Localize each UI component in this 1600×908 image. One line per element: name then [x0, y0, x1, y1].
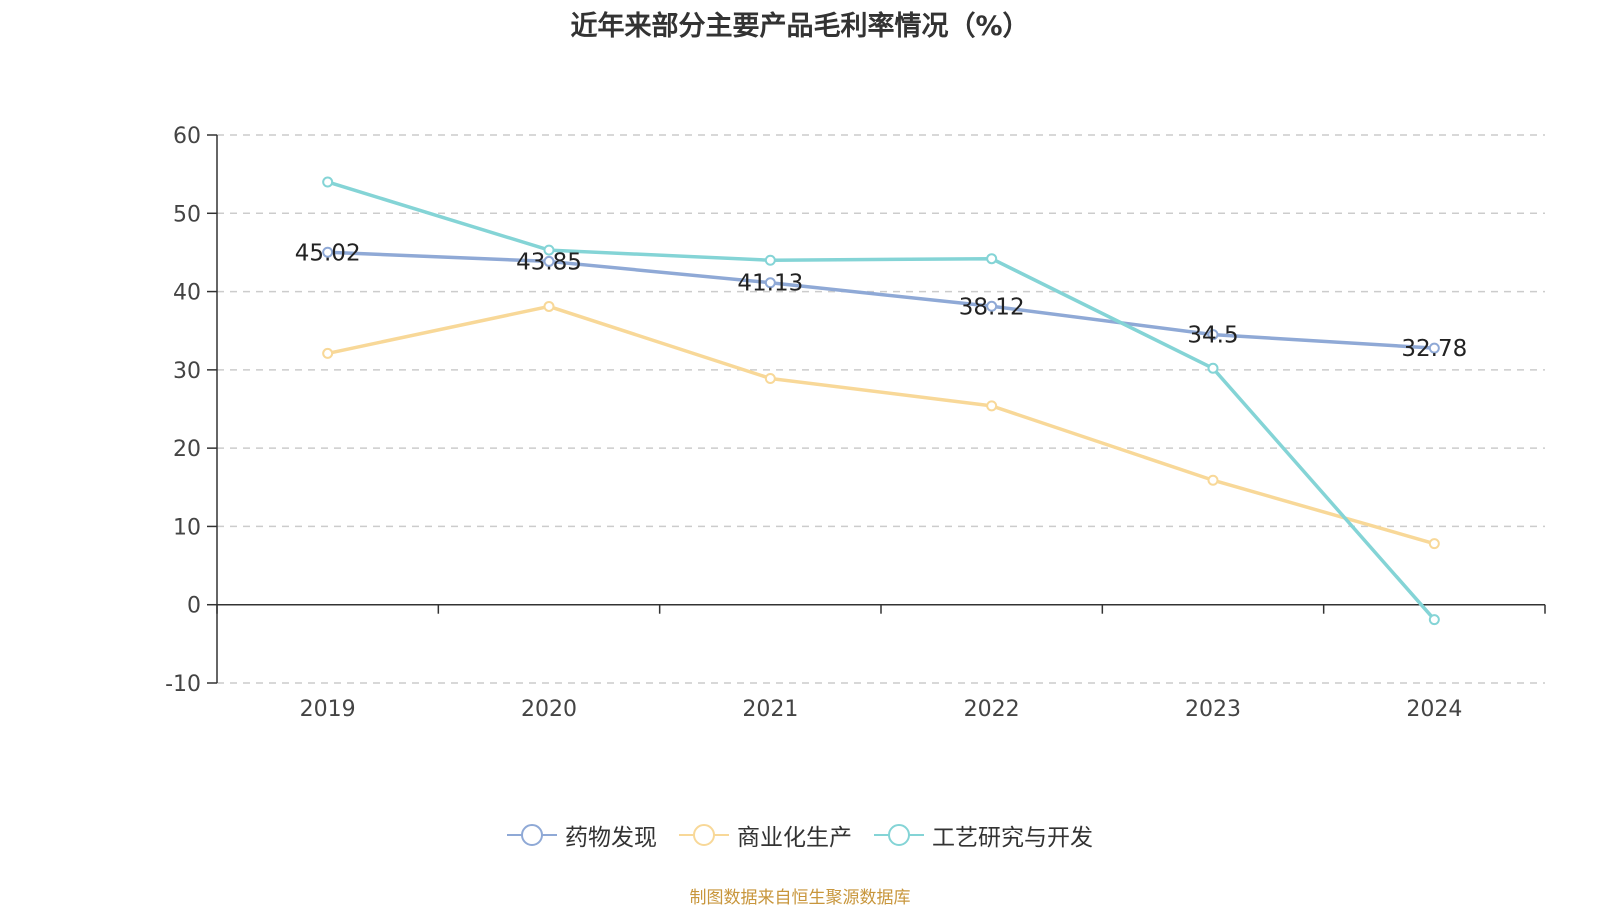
- data-label: 32.78: [1401, 336, 1467, 362]
- legend-label: 药物发现: [565, 825, 657, 851]
- data-point: [986, 253, 998, 265]
- data-point: [1428, 614, 1440, 626]
- axis-layer: 60 50 40 30 20 10 0 -10 2019 2020 2021 2022 2023 2024: [165, 124, 1546, 722]
- data-point: [1207, 474, 1219, 486]
- data-point: [1428, 342, 1440, 354]
- y-tick-label: 60: [173, 124, 201, 149]
- series-layer: [322, 176, 1440, 626]
- data-point: [764, 254, 776, 266]
- legend-item[interactable]: 工艺研究与开发: [874, 818, 1093, 852]
- data-point: [322, 246, 334, 258]
- data-point: [764, 372, 776, 384]
- data-point: [1428, 538, 1440, 550]
- legend-label: 商业化生产: [737, 825, 852, 851]
- y-tick-label: 30: [173, 359, 201, 384]
- data-point: [322, 347, 334, 359]
- x-tick-label: 2023: [1185, 697, 1241, 722]
- y-tick-label: 40: [173, 281, 201, 306]
- data-point: [1207, 329, 1219, 341]
- y-tick-label: 10: [173, 515, 201, 540]
- data-label: 38.12: [959, 294, 1025, 320]
- data-label-layer: 45.02 43.85 41.13 38.12 34.5 32.78: [295, 240, 1468, 362]
- series-line: [327, 304, 1435, 546]
- legend: 药物发现 商业化生产 工艺研究与开发: [0, 818, 1600, 852]
- grid-layer: [217, 134, 1545, 684]
- x-tick-label: 2021: [742, 697, 798, 722]
- x-tick-label: 2020: [521, 697, 577, 722]
- data-label: 34.5: [1187, 323, 1238, 349]
- data-point: [543, 300, 555, 312]
- x-tick-label: 2024: [1406, 697, 1462, 722]
- legend-item[interactable]: 药物发现: [507, 818, 657, 852]
- y-tick-label: 20: [173, 437, 201, 462]
- y-tick-label: 50: [173, 202, 201, 227]
- data-label: 41.13: [737, 271, 803, 297]
- data-label: 43.85: [516, 249, 582, 275]
- legend-circle-icon: [507, 824, 557, 846]
- y-tick-label: -10: [165, 672, 201, 697]
- data-label: 45.02: [295, 240, 361, 266]
- legend-item[interactable]: 商业化生产: [679, 818, 852, 852]
- series-line: [327, 250, 1435, 350]
- chart-title: 近年来部分主要产品毛利率情况（%）: [570, 11, 1030, 42]
- x-tick-label: 2019: [300, 697, 356, 722]
- legend-circle-icon: [679, 824, 729, 846]
- data-point: [764, 277, 776, 289]
- x-tick-label: 2022: [964, 697, 1020, 722]
- data-point: [1207, 362, 1219, 374]
- data-point: [543, 255, 555, 267]
- legend-circle-icon: [874, 824, 924, 846]
- data-point: [986, 400, 998, 412]
- data-point: [322, 176, 334, 188]
- data-point: [986, 300, 998, 312]
- data-point: [543, 244, 555, 256]
- source-note: 制图数据来自恒生聚源数据库: [689, 888, 911, 908]
- y-tick-label: 0: [187, 594, 201, 619]
- series-line: [327, 180, 1436, 621]
- legend-label: 工艺研究与开发: [932, 825, 1093, 851]
